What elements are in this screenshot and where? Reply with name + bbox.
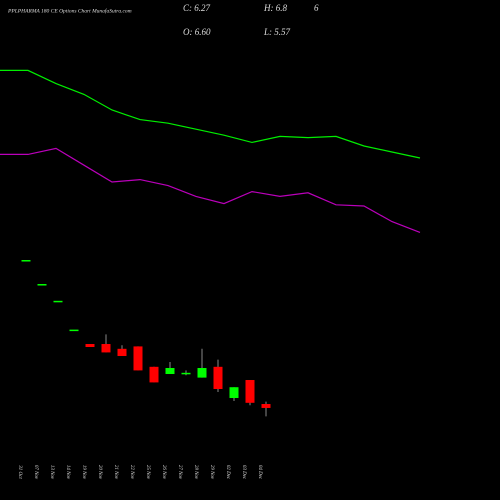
x-tick-label: 29 Nov [209, 465, 214, 480]
x-tick-label: 02 Dec [225, 465, 230, 480]
candle-body [53, 300, 63, 303]
x-tick-label: 21 Nov [113, 465, 118, 480]
candle-body [117, 348, 127, 357]
x-tick-label: 27 Nov [177, 465, 182, 480]
candle-body [85, 344, 95, 348]
chart-title: PPLPHARMA 180 CE Options Chart MunafaSut… [7, 7, 132, 14]
open-label: O: 6.60 [183, 27, 211, 37]
x-tick-label: 22 Nov [129, 465, 134, 480]
x-tick-label: 20 Nov [97, 465, 102, 480]
line-series [0, 69, 421, 159]
candle-body [213, 366, 223, 390]
candle-body [21, 260, 31, 262]
candle-body [245, 380, 255, 403]
x-tick-label: 13 Nov [49, 465, 54, 480]
candle-body [261, 404, 271, 408]
candle-body [133, 346, 143, 371]
x-tick-label: 28 Nov [193, 465, 198, 480]
candle-body [197, 368, 207, 378]
x-tick-label: 19 Nov [81, 465, 86, 480]
x-tick-label: 07 Nov [33, 465, 38, 480]
x-tick-label: 04 Dec [257, 465, 262, 480]
candle-body [165, 368, 175, 375]
x-tick-label: 03 Dec [241, 465, 246, 480]
x-tick-label: 25 Nov [145, 465, 150, 480]
x-tick-label: 14 Nov [65, 465, 70, 480]
x-tick-label: 31 Oct [17, 465, 22, 479]
candle-body [37, 284, 47, 286]
high-label: H: 6.8 [263, 3, 287, 13]
x-tick-label: 26 Nov [161, 465, 166, 480]
candle-body [149, 366, 159, 383]
candle-body [181, 372, 191, 375]
candle-body [101, 344, 111, 353]
low-label: L: 5.57 [263, 27, 291, 37]
line-series [0, 147, 421, 233]
extra-label: 6 [314, 3, 319, 13]
candle-body [69, 329, 79, 332]
close-label: C: 6.27 [183, 3, 211, 13]
candle-body [229, 387, 239, 399]
